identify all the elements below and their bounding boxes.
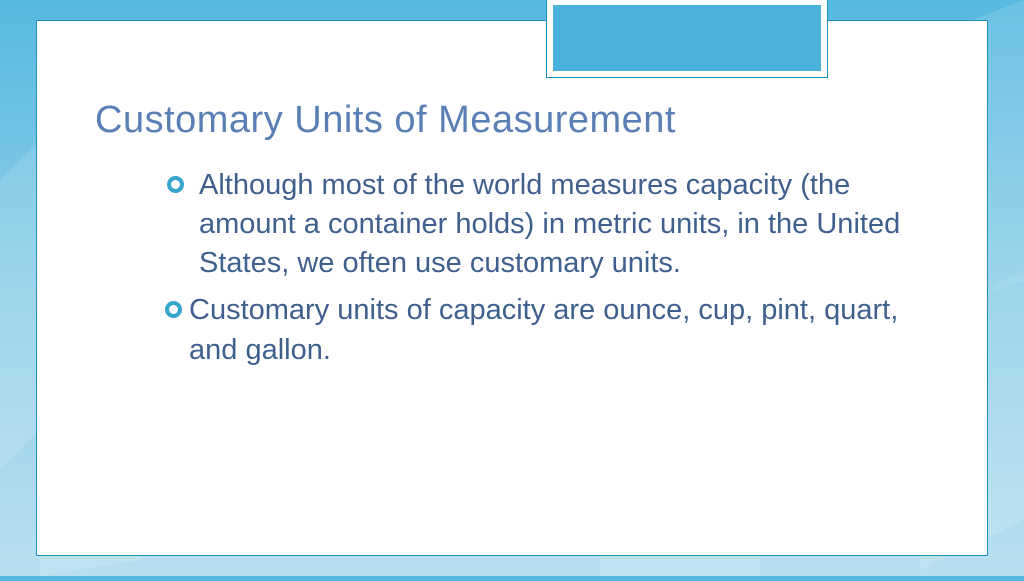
slide-content: Customary Units of Measurement Although …	[95, 99, 929, 378]
bullet-list: Although most of the world measures capa…	[167, 166, 909, 370]
list-item: Although most of the world measures capa…	[167, 166, 909, 283]
list-item: Customary units of capacity are ounce, c…	[167, 291, 909, 369]
slide-title: Customary Units of Measurement	[95, 99, 929, 142]
bullet-icon	[167, 176, 184, 193]
bullet-icon	[165, 301, 182, 318]
bullet-text: Customary units of capacity are ounce, c…	[189, 294, 898, 365]
slide-card: Customary Units of Measurement Although …	[36, 20, 988, 556]
bullet-text: Although most of the world measures capa…	[199, 169, 900, 279]
header-tab	[547, 0, 827, 77]
